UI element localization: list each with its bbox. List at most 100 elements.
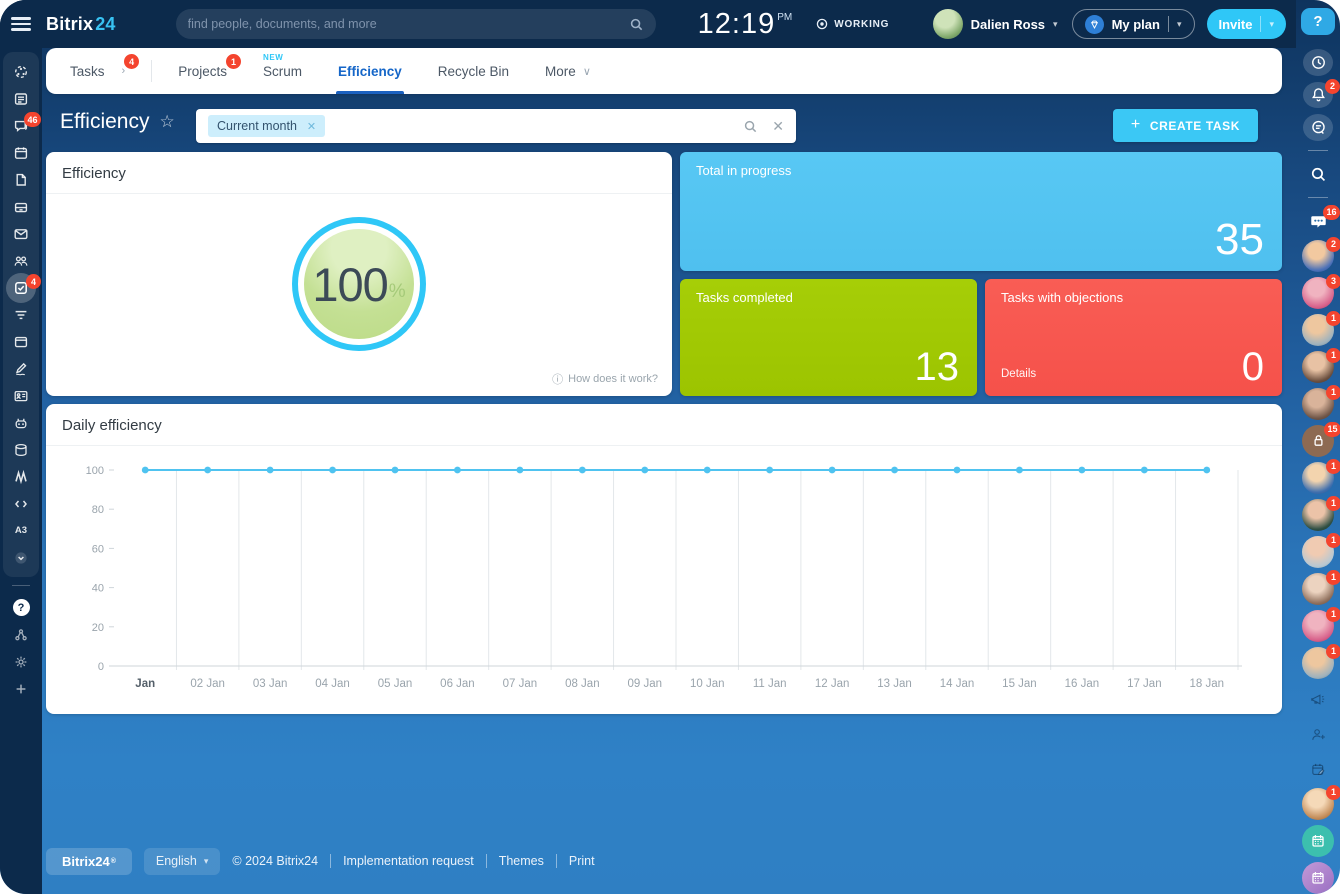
filter-bar[interactable]: Current month ✕ ✕ [196,109,796,143]
chat-avatar[interactable]: 1 [1302,384,1340,420]
clock-history-icon [1311,55,1325,69]
chevron-down-icon: ▾ [1176,18,1182,29]
sidebar-item-sites[interactable] [3,328,39,355]
sidebar-item-docs[interactable] [3,166,39,193]
how-does-it-work-link[interactable]: ⓘ How does it work? [552,373,658,386]
sidebar-item-market[interactable] [3,463,39,490]
chat-avatar[interactable]: 2 [1302,236,1340,272]
plus-icon: + [1130,115,1141,133]
efficiency-value: 100 [312,257,388,311]
sidebar-item-feed[interactable] [3,85,39,112]
svg-text:18 Jan: 18 Jan [1190,678,1225,690]
footer-brand-button[interactable]: Bitrix24 ® [46,847,132,875]
app-logo[interactable]: Bitrix 24 [46,13,116,34]
favorite-star-icon[interactable]: ☆ [159,112,175,131]
chat-avatar[interactable]: 3 [1302,273,1340,309]
svg-text:14 Jan: 14 Jan [940,678,975,690]
main-content: Tasks 4 › Projects 1 NEW Scrum Efficiency Re… [42,48,1296,894]
sidebar-help-button[interactable]: ? [3,594,39,621]
sidebar-item-tasks[interactable]: 4 [3,272,41,303]
create-task-button[interactable]: + CREATE TASK [1112,109,1258,142]
my-plan-button[interactable]: My plan ▾ [1071,9,1195,39]
sidebar-settings-button[interactable] [3,648,39,675]
user-menu[interactable]: Dalien Ross ▾ [932,9,1058,39]
svg-text:15 Jan: 15 Jan [1002,678,1037,690]
sidebar-add-button[interactable] [3,675,39,702]
private-chat-button[interactable]: 15 [1302,421,1340,457]
search-icon [1311,167,1325,182]
sidebar-item-storage[interactable] [3,436,39,463]
invite-users-button[interactable] [1303,721,1333,748]
chat-avatar[interactable]: 1 [1302,347,1340,383]
global-search-input[interactable] [187,17,629,31]
tab-scrum[interactable]: NEW Scrum [262,53,302,79]
sidebar-item-a3[interactable]: A3 [14,525,28,536]
tasks-with-objections-card[interactable]: Tasks with objections Details 0 [985,279,1282,396]
chat-avatar[interactable]: 1 [1302,606,1340,642]
sidebar-item-messenger[interactable]: 46 [3,112,41,139]
working-status[interactable]: WORKING [816,18,889,30]
clock[interactable]: 12:19 PM [697,8,793,40]
chat-avatar[interactable]: 1 [1302,458,1340,494]
remove-filter-icon[interactable]: ✕ [306,120,317,133]
sidebar-item-contact-center[interactable] [3,382,39,409]
implementation-request-link[interactable]: Implementation request [343,854,474,868]
filter-chip[interactable]: Current month ✕ [208,115,326,137]
calendar-pencil-icon [1311,763,1325,776]
sidebar-item-collab[interactable] [3,58,39,85]
sidebar-search-button[interactable] [1303,161,1333,188]
tab-efficiency[interactable]: Efficiency [335,48,404,94]
calendar-edit-button[interactable] [1303,756,1333,783]
announcements-button[interactable] [1303,687,1333,714]
status-dot-icon [816,18,828,30]
print-link[interactable]: Print [568,854,595,868]
daily-efficiency-chart: 0 20 40 60 80 100 Jan 02 Jan 03 Jan 04 Jan 05 Jan 0… [86,465,1242,690]
details-link[interactable]: Details [1001,368,1037,380]
global-search[interactable] [175,9,656,39]
footer: Bitrix24 ® English ▾ © 2024 Bitrix24 Imple… [46,846,595,876]
sidebar-item-automation[interactable] [3,409,39,436]
chat-avatar[interactable]: 1 [1302,784,1340,820]
calendar-event-button[interactable] [1302,824,1334,857]
efficiency-card: Efficiency 100 % ⓘ How does it work? [46,152,672,396]
tasks-completed-card[interactable]: Tasks completed 13 [680,279,977,396]
messenger-button[interactable] [1303,114,1333,142]
invite-button[interactable]: Invite ▾ [1206,9,1286,39]
svg-text:06 Jan: 06 Jan [440,678,475,690]
efficiency-gauge: 100 % [292,217,426,351]
sidebar-item-crm[interactable] [3,301,39,328]
language-selector[interactable]: English ▾ [143,847,221,875]
tab-more[interactable]: More ∨ [545,63,591,79]
chat-avatar[interactable]: 1 [1302,532,1340,568]
sidebar-collapse-button[interactable] [3,544,39,571]
history-button[interactable] [1303,48,1333,76]
chat-avatar[interactable]: 1 [1302,569,1340,605]
notifications-button[interactable]: 2 [1303,78,1340,109]
chart-title: Daily efficiency [46,404,1282,446]
svg-text:12 Jan: 12 Jan [815,678,850,690]
sidebar-item-calendar[interactable] [3,139,39,166]
sidebar-item-workgroups[interactable] [3,247,39,274]
tab-tasks[interactable]: Tasks 4 › [70,48,140,94]
top-bar: Bitrix24 12:19 PM WORKING Dalien Ross ▾ … [0,0,1296,48]
chat-avatar[interactable]: 1 [1302,495,1340,531]
clear-filter-icon[interactable]: ✕ [772,117,784,134]
help-button[interactable]: ? [1301,8,1335,35]
filter-search-icon[interactable] [743,119,758,134]
sidebar-item-drive[interactable] [3,193,39,220]
sidebar-structure-button[interactable] [3,621,39,648]
sidebar-item-mail[interactable] [3,220,39,247]
total-in-progress-card[interactable]: Total in progress 35 [680,152,1282,271]
calendar-event-button[interactable] [1302,861,1334,894]
svg-text:80: 80 [92,504,104,516]
tab-projects[interactable]: Projects 1 [178,48,241,94]
chat-avatar[interactable]: 1 [1302,643,1340,679]
right-sidebar: ? 2 16 2 3 1 1 1 15 1 1 1 1 1 1 1 [1296,0,1340,894]
themes-link[interactable]: Themes [498,854,544,868]
group-chat-button[interactable]: 16 [1303,204,1340,235]
sidebar-item-developer[interactable] [3,490,39,517]
sidebar-item-sign[interactable] [3,355,39,382]
chat-avatar[interactable]: 1 [1302,310,1340,346]
menu-icon[interactable] [11,14,31,34]
tab-recycle-bin[interactable]: Recycle Bin [437,63,510,79]
